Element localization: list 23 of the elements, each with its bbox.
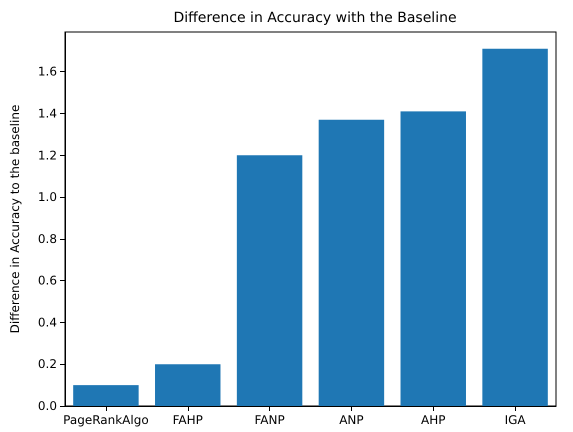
y-tick-label: 1.6: [38, 64, 57, 79]
y-tick-label: 0.0: [38, 399, 57, 413]
bar: [73, 385, 139, 406]
bar: [155, 364, 220, 406]
x-tick-label: AHP: [421, 413, 446, 427]
x-tick-label: FAHP: [172, 413, 203, 427]
y-tick-label: 1.0: [38, 190, 57, 204]
bar: [318, 120, 384, 406]
y-axis-title: Difference in Accuracy to the baseline: [8, 104, 22, 334]
chart-title: Difference in Accuracy with the Baseline: [173, 10, 457, 26]
x-tick-label: ANP: [339, 413, 364, 427]
y-tick-label: 1.2: [38, 148, 57, 162]
bar: [236, 155, 302, 406]
x-tick-label: PageRankAlgo: [63, 413, 149, 427]
x-tick-label: IGA: [504, 413, 526, 427]
y-tick-label: 0.6: [38, 274, 57, 288]
bar: [400, 111, 466, 406]
y-tick-label: 0.4: [38, 315, 57, 330]
x-tick-label: FANP: [254, 413, 285, 427]
y-tick-label: 1.4: [38, 106, 57, 120]
bar: [482, 48, 548, 406]
y-tick-label: 0.8: [38, 232, 57, 246]
y-tick-label: 0.2: [38, 357, 57, 372]
